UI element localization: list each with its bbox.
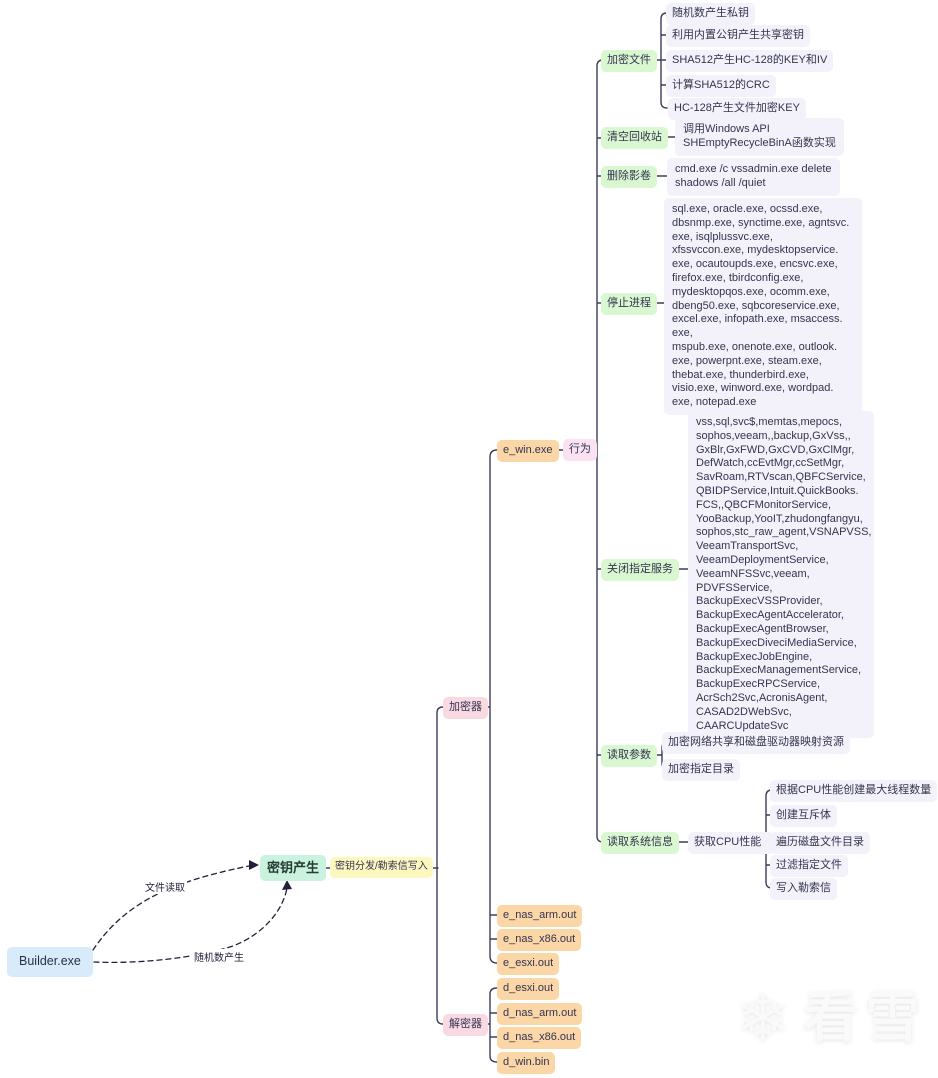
- node-keydist[interactable]: 密钥分发/勒索信写入: [330, 857, 433, 878]
- node-e-nas-arm[interactable]: e_nas_arm.out: [497, 905, 583, 927]
- node-hc128-key[interactable]: HC-128产生文件加密KEY: [668, 98, 806, 120]
- node-builder-exe[interactable]: Builder.exe: [7, 947, 93, 977]
- node-traverse-disk[interactable]: 遍历磁盘文件目录: [770, 832, 870, 854]
- kanxue-watermark: ❄ 看雪: [736, 986, 928, 1050]
- node-close-services[interactable]: 关闭指定服务: [601, 559, 679, 581]
- node-d-win-bin[interactable]: d_win.bin: [497, 1052, 556, 1074]
- node-e-win-exe[interactable]: e_win.exe: [497, 440, 559, 462]
- node-service-list[interactable]: vss,sql,svc$,memtas,mepocs, sophos,veeam…: [688, 411, 874, 739]
- node-d-esxi[interactable]: d_esxi.out: [497, 978, 560, 1000]
- connector-category-stubs: [654, 136, 698, 843]
- node-encrypt-files[interactable]: 加密文件: [601, 50, 657, 72]
- watermark-brand-text: 看雪: [803, 988, 928, 1048]
- node-pubkey-shared[interactable]: 利用内置公钥产生共享密钥: [666, 25, 810, 47]
- node-rand-priv[interactable]: 随机数产生私钥: [666, 3, 755, 25]
- connector-encrypt-files-bracket: [654, 12, 669, 109]
- node-sha512-key[interactable]: SHA512产生HC-128的KEY和IV: [666, 50, 834, 72]
- relation-file-read-curve: [92, 865, 250, 951]
- node-d-nas-x86[interactable]: d_nas_x86.out: [497, 1027, 582, 1049]
- node-empty-recycle[interactable]: 清空回收站: [601, 127, 668, 149]
- node-encryptor[interactable]: 加密器: [443, 697, 488, 719]
- relation-random-gen-curve: [93, 887, 288, 963]
- node-decryptor[interactable]: 解密器: [443, 1014, 488, 1036]
- relation-file-read-arrowhead: [249, 860, 259, 870]
- node-read-params[interactable]: 读取参数: [601, 745, 657, 767]
- node-e-nas-x86[interactable]: e_nas_x86.out: [497, 929, 582, 951]
- node-mutex[interactable]: 创建互斥体: [770, 805, 837, 827]
- node-filter-files[interactable]: 过滤指定文件: [770, 855, 848, 877]
- node-winapi-detail[interactable]: 调用Windows API SHEmptyRecycleBinA函数实现: [675, 118, 844, 156]
- node-net-share[interactable]: 加密网络共享和磁盘驱动器映射资源: [662, 732, 850, 754]
- node-cmdline-detail[interactable]: cmd.exe /c vssadmin.exe delete shadows /…: [667, 158, 840, 196]
- relation-label-random-gen[interactable]: 随机数产生: [192, 949, 246, 964]
- node-max-threads[interactable]: 根据CPU性能创建最大线程数量: [770, 780, 938, 802]
- node-behavior[interactable]: 行为: [563, 439, 597, 461]
- snowflake-icon: ❄: [736, 982, 790, 1054]
- node-cpu-perf[interactable]: 获取CPU性能: [688, 832, 774, 854]
- node-delete-shadow[interactable]: 删除影卷: [601, 166, 657, 188]
- relation-random-gen-arrowhead: [282, 880, 292, 890]
- node-keygen[interactable]: 密钥产生: [260, 855, 327, 882]
- node-process-list[interactable]: sql.exe, oracle.exe, ocssd.exe, dbsnmp.e…: [664, 198, 862, 415]
- node-d-nas-arm[interactable]: d_nas_arm.out: [497, 1003, 583, 1025]
- node-stop-process[interactable]: 停止进程: [601, 293, 657, 315]
- node-read-sysinfo[interactable]: 读取系统信息: [601, 832, 679, 854]
- node-sha512-crc[interactable]: 计算SHA512的CRC: [666, 75, 776, 97]
- node-e-esxi[interactable]: e_esxi.out: [497, 953, 560, 975]
- node-write-ransom[interactable]: 写入勒索信: [770, 878, 837, 900]
- node-enc-dir[interactable]: 加密指定目录: [662, 759, 740, 781]
- relation-label-file-read[interactable]: 文件读取: [143, 879, 187, 894]
